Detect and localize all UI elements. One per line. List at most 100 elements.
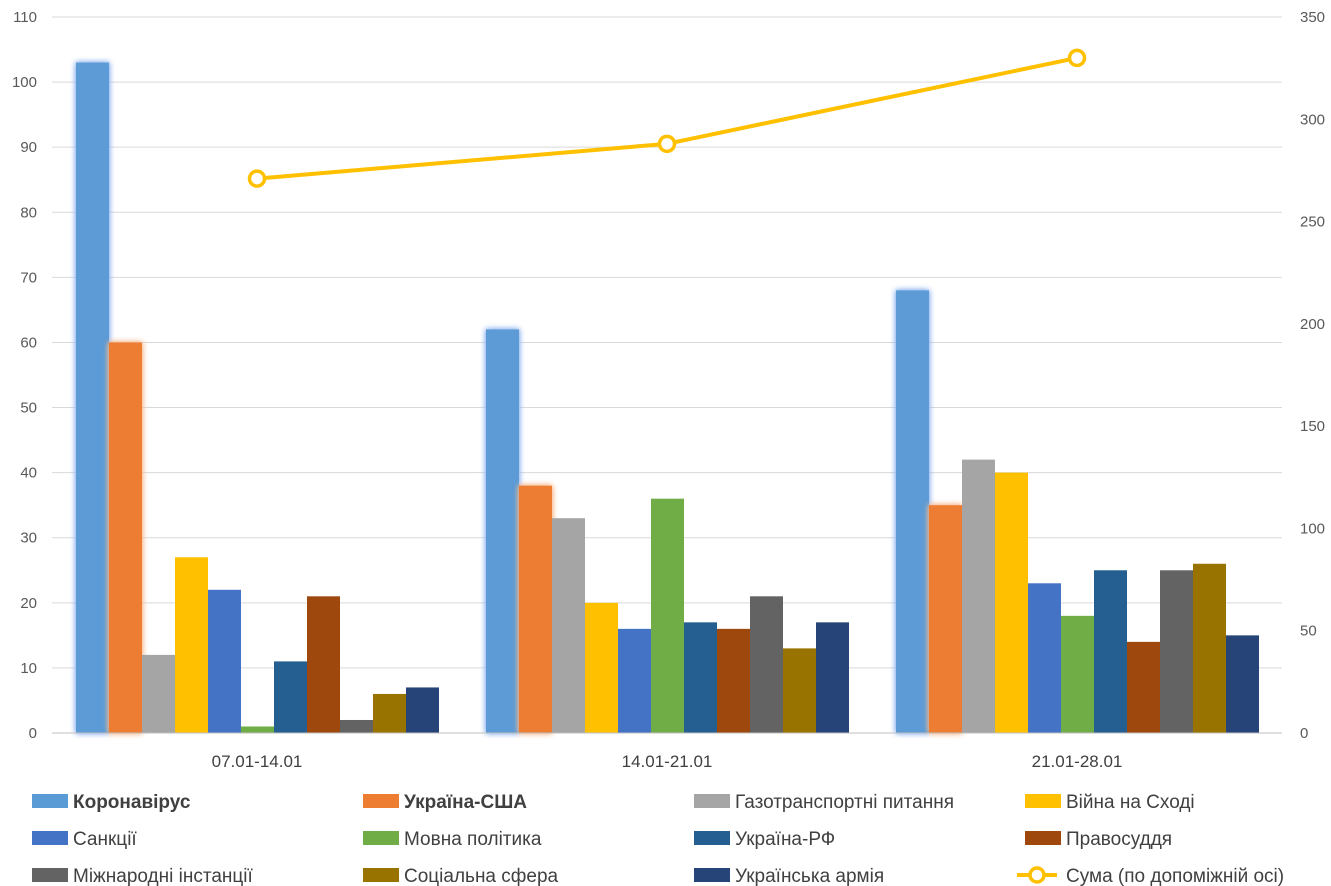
bar xyxy=(274,661,307,733)
y-tick-label: 20 xyxy=(20,595,37,612)
bar xyxy=(995,472,1028,733)
bar xyxy=(109,342,142,733)
legend-label: Українська армія xyxy=(735,866,884,886)
y-tick-label: 90 xyxy=(20,139,37,156)
sum-line-point xyxy=(1067,48,1087,68)
bar xyxy=(1226,635,1259,733)
legend-swatch xyxy=(694,831,730,845)
bar xyxy=(962,459,995,733)
legend-swatch xyxy=(32,831,68,845)
y-tick-label: 40 xyxy=(20,465,37,482)
legend-label: Правосуддя xyxy=(1066,829,1172,850)
bar xyxy=(896,290,929,733)
bar xyxy=(1094,570,1127,733)
legend-label: Мовна політика xyxy=(404,829,542,850)
legend-item: Правосуддя xyxy=(1025,829,1172,850)
bar xyxy=(585,602,618,733)
legend-swatch xyxy=(694,868,730,882)
bar xyxy=(175,557,208,733)
bar xyxy=(750,596,783,733)
bar xyxy=(486,329,519,733)
bar xyxy=(1127,641,1160,733)
x-tick-label: 21.01-28.01 xyxy=(1032,752,1123,771)
y-tick-label: 30 xyxy=(20,530,37,547)
legend-swatch xyxy=(32,868,68,882)
y2-tick-label: 150 xyxy=(1300,418,1325,435)
legend-item: Соціальна сфера xyxy=(363,866,559,886)
bar xyxy=(651,498,684,733)
legend-swatch xyxy=(32,794,68,808)
legend-label: Війна на Сході xyxy=(1066,792,1195,813)
legend-label: Газотранспортні питання xyxy=(735,792,954,813)
bar xyxy=(307,596,340,733)
legend-label: Соціальна сфера xyxy=(404,866,559,886)
y2-tick-label: 100 xyxy=(1300,520,1325,537)
legend-marker xyxy=(1028,866,1046,884)
legend-item: Коронавірус xyxy=(32,792,191,813)
legend-swatch xyxy=(694,794,730,808)
y-tick-label: 110 xyxy=(13,9,37,26)
legend-swatch xyxy=(363,868,399,882)
x-tick-label: 14.01-21.01 xyxy=(622,752,713,771)
bar xyxy=(783,648,816,733)
bar xyxy=(142,654,175,733)
bar xyxy=(241,726,274,733)
y-tick-label: 0 xyxy=(29,725,37,742)
y-tick-label: 10 xyxy=(20,660,37,677)
legend-item: Війна на Сході xyxy=(1025,792,1195,813)
bar xyxy=(340,719,373,733)
bar xyxy=(684,622,717,733)
legend-swatch xyxy=(363,794,399,808)
y-tick-label: 100 xyxy=(12,74,37,91)
legend-item: Україна-РФ xyxy=(694,829,835,850)
legend-label: Коронавірус xyxy=(73,792,191,813)
bar xyxy=(816,622,849,733)
legend-item: Санкції xyxy=(32,829,137,850)
x-axis: 07.01-14.01 14.01-21.01 21.01-28.01 xyxy=(52,732,1282,771)
y-tick-label: 80 xyxy=(20,204,37,221)
bar xyxy=(208,589,241,733)
secondary-y-axis: 0 50 100 150 200 250 300 350 xyxy=(1300,9,1325,742)
legend-item: Міжнародні інстанції xyxy=(32,866,253,886)
legend-item: Україна-США xyxy=(363,792,527,813)
legend-label: Сума (по допоміжній осі) xyxy=(1066,866,1284,886)
bars xyxy=(76,62,1259,733)
y2-tick-label: 250 xyxy=(1300,214,1325,231)
y2-tick-label: 0 xyxy=(1300,725,1308,742)
sum-line-point xyxy=(657,134,677,154)
legend-swatch xyxy=(1025,831,1061,845)
bar xyxy=(1028,583,1061,733)
sum-line-path xyxy=(256,55,1078,181)
bar xyxy=(1061,615,1094,733)
sum-line-point xyxy=(247,169,267,188)
bar xyxy=(618,628,651,733)
legend-label: Санкції xyxy=(73,829,137,850)
legend-item: Мовна політика xyxy=(363,829,542,850)
sum-line xyxy=(247,48,1087,188)
bar xyxy=(552,518,585,733)
bar xyxy=(406,687,439,733)
legend-item: Сума (по допоміжній осі) xyxy=(1017,866,1284,886)
x-tick-label: 07.01-14.01 xyxy=(212,752,303,771)
legend-item: Українська армія xyxy=(694,866,884,886)
legend-label: Україна-США xyxy=(404,792,527,813)
primary-y-axis: 0 10 20 30 40 50 60 70 80 90 100 110 xyxy=(12,9,37,742)
legend: Коронавірус Україна-США Газотранспортні пи… xyxy=(32,792,1284,886)
y-tick-label: 70 xyxy=(20,269,37,286)
y2-tick-label: 50 xyxy=(1300,623,1317,640)
bar xyxy=(1193,563,1226,733)
bar xyxy=(929,505,962,733)
y2-tick-label: 350 xyxy=(1300,9,1325,26)
bar xyxy=(717,628,750,733)
legend-label: Міжнародні інстанції xyxy=(73,866,253,886)
legend-label: Україна-РФ xyxy=(735,829,835,850)
y2-tick-label: 300 xyxy=(1300,111,1325,128)
bar xyxy=(76,62,109,733)
y-tick-label: 60 xyxy=(20,334,37,351)
legend-swatch xyxy=(363,831,399,845)
y2-tick-label: 200 xyxy=(1300,316,1325,333)
legend-swatch xyxy=(1025,794,1061,808)
bar xyxy=(1160,570,1193,733)
bar xyxy=(519,485,552,733)
